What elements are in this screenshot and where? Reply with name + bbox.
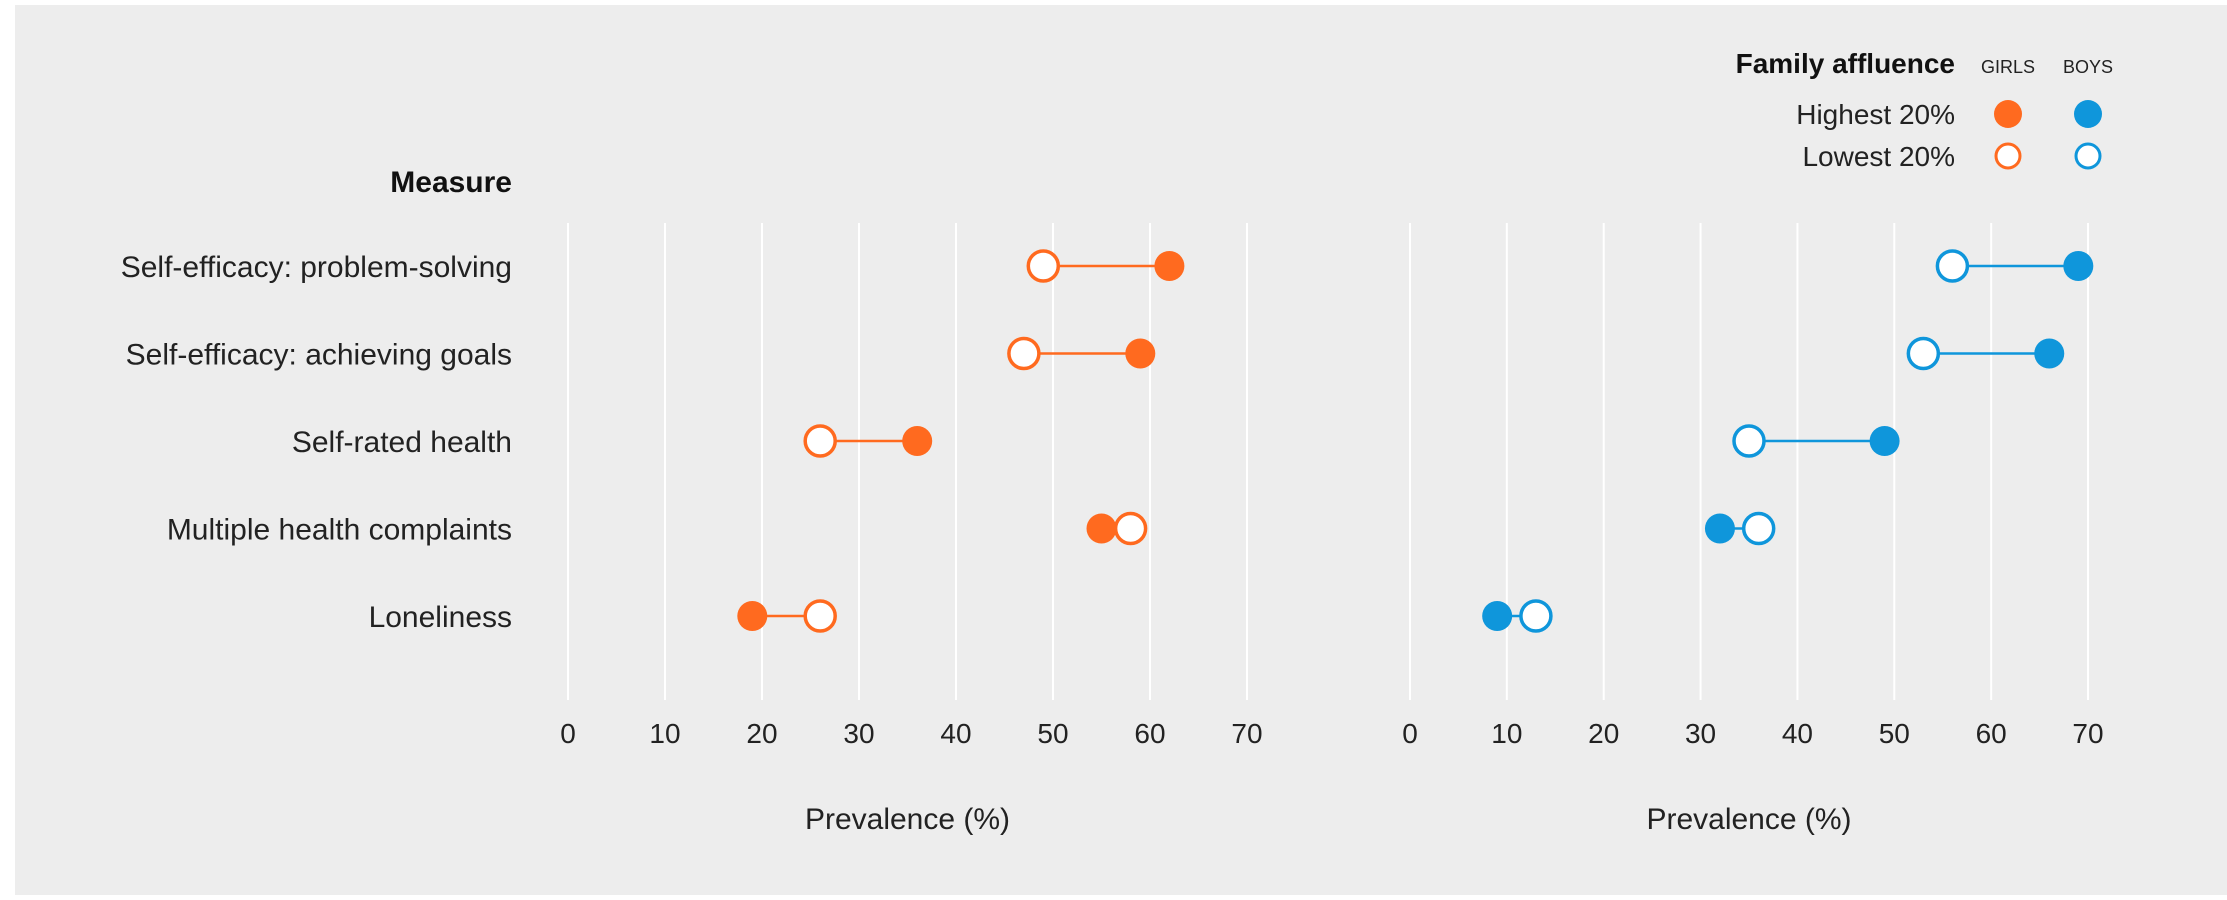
legend-row-label: Highest 20% bbox=[1796, 99, 1955, 130]
lowest-20-point bbox=[1113, 511, 1148, 546]
highest-20-point bbox=[1125, 338, 1156, 369]
lowest-20-point bbox=[1906, 336, 1941, 371]
lowest-20-point bbox=[803, 424, 837, 458]
gridlines bbox=[567, 223, 2089, 700]
legend: Family affluence GIRLS BOYS Highest 20% Lowe… bbox=[1736, 48, 2113, 172]
x-tick-label: 30 bbox=[1685, 718, 1716, 749]
legend-filled-marker bbox=[1994, 100, 2022, 128]
legend-col-boys: BOYS bbox=[2063, 57, 2113, 77]
highest-20-point bbox=[1704, 513, 1735, 544]
x-tick-label: 0 bbox=[1402, 718, 1418, 749]
highest-20-point bbox=[1869, 426, 1900, 456]
legend-hollow-marker bbox=[2074, 142, 2102, 170]
x-axes: 0 10 20 30 40 50 60 70 Prevalence (%) 0 10 20 30 40 50… bbox=[560, 718, 2103, 836]
highest-20-point bbox=[1154, 251, 1185, 281]
highest-20-point bbox=[1086, 513, 1117, 544]
lowest-20-point bbox=[1732, 424, 1766, 458]
legend-title: Family affluence bbox=[1736, 48, 1955, 79]
x-tick-label: 20 bbox=[1588, 718, 1619, 749]
x-tick-label: 40 bbox=[940, 718, 971, 749]
legend-row-label: Lowest 20% bbox=[1802, 141, 1955, 172]
x-tick-label: 20 bbox=[746, 718, 777, 749]
legend-filled-marker bbox=[2074, 100, 2102, 128]
x-axis-label: Prevalence (%) bbox=[1646, 803, 1851, 836]
x-tick-label: 60 bbox=[1976, 718, 2007, 749]
lowest-20-point bbox=[1741, 511, 1776, 546]
prevalence-dumbbell-chart: Measure Self-efficacy: problem-solving Sel… bbox=[121, 48, 2113, 836]
x-tick-label: 60 bbox=[1134, 718, 1165, 749]
category-labels: Measure Self-efficacy: problem-solving Sel… bbox=[121, 166, 512, 634]
measure-header: Measure bbox=[390, 166, 512, 199]
highest-20-point bbox=[2034, 338, 2065, 369]
x-tick-label: 70 bbox=[2072, 718, 2103, 749]
highest-20-point bbox=[1482, 601, 1513, 631]
lowest-20-point bbox=[1007, 336, 1041, 371]
x-tick-label: 10 bbox=[1491, 718, 1522, 749]
x-tick-label: 30 bbox=[843, 718, 874, 749]
category-label: Self-rated health bbox=[292, 426, 512, 459]
x-tick-label: 50 bbox=[1037, 718, 1068, 749]
x-axis-label: Prevalence (%) bbox=[805, 803, 1010, 836]
highest-20-point bbox=[2063, 251, 2094, 281]
lowest-20-point bbox=[1935, 249, 1970, 283]
category-label: Loneliness bbox=[369, 601, 512, 634]
x-tick-label: 0 bbox=[560, 718, 576, 749]
lowest-20-point bbox=[803, 599, 837, 633]
category-label: Self-efficacy: problem-solving bbox=[121, 251, 512, 284]
category-label: Multiple health complaints bbox=[167, 514, 512, 547]
highest-20-point bbox=[902, 426, 933, 456]
x-tick-label: 50 bbox=[1879, 718, 1910, 749]
chart-panel: Measure Self-efficacy: problem-solving Sel… bbox=[15, 5, 2227, 895]
lowest-20-point bbox=[1026, 249, 1061, 283]
highest-20-point bbox=[737, 601, 768, 631]
legend-hollow-marker bbox=[1994, 142, 2022, 170]
lowest-20-point bbox=[1519, 599, 1553, 633]
x-tick-label: 40 bbox=[1782, 718, 1813, 749]
category-label: Self-efficacy: achieving goals bbox=[126, 339, 512, 372]
legend-col-girls: GIRLS bbox=[1981, 57, 2035, 77]
x-tick-label: 10 bbox=[649, 718, 680, 749]
data-marks bbox=[737, 249, 2094, 633]
x-tick-label: 70 bbox=[1231, 718, 1262, 749]
